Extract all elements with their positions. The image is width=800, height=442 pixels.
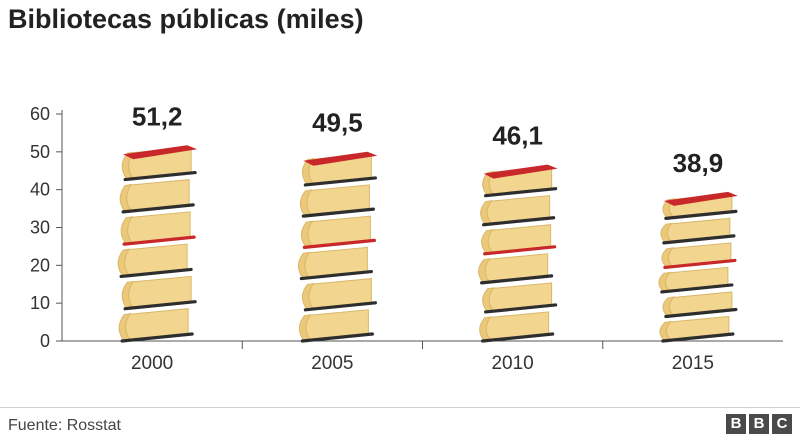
- y-tick-label: 10: [30, 293, 50, 313]
- data-label-2010: 46,1: [492, 121, 543, 151]
- bbc-logo-letter-3: C: [772, 414, 792, 434]
- x-tick-label-2005: 2005: [311, 353, 353, 374]
- book-cover: [303, 176, 377, 187]
- book-cover: [301, 207, 375, 218]
- book-cover: [299, 269, 373, 281]
- book-top-cover: [663, 191, 738, 206]
- book-cover: [480, 274, 554, 285]
- y-tick-label: 50: [30, 142, 50, 162]
- book-cover: [300, 332, 374, 343]
- book-top-cover: [303, 151, 378, 166]
- bar-2005: [297, 151, 378, 343]
- book-top-cover: [123, 145, 198, 160]
- book-cover: [484, 187, 558, 198]
- bbc-logo: B B C: [726, 414, 792, 434]
- book-cover: [122, 235, 196, 246]
- bbc-logo-letter-1: B: [726, 414, 746, 434]
- x-tick-label-2000: 2000: [131, 353, 173, 374]
- book-cover: [302, 238, 376, 249]
- book-top-cover: [483, 164, 558, 179]
- book-cover: [663, 258, 737, 270]
- data-label-2015: 38,9: [673, 148, 724, 178]
- y-tick-label: 40: [30, 180, 50, 200]
- book-cover: [664, 307, 738, 319]
- book-cover: [661, 332, 735, 343]
- book-cover: [120, 332, 194, 343]
- book-cover: [484, 303, 558, 314]
- book-cover: [482, 216, 556, 227]
- book-cover: [303, 301, 377, 312]
- bar-2015: [658, 191, 738, 343]
- footer-divider: [0, 407, 800, 408]
- book-cover: [119, 267, 193, 279]
- book-cover: [121, 203, 195, 214]
- bar-chart: 0 10 20 30 40 50 60 51,2 2000 49,5 2005 46,1 2010 38,…: [30, 101, 783, 374]
- y-tick-label: 20: [30, 255, 50, 275]
- y-tick-label: 60: [30, 104, 50, 124]
- book-cover: [123, 300, 197, 311]
- chart-title: Bibliotecas públicas (miles): [8, 4, 364, 34]
- data-label-2000: 51,2: [132, 101, 183, 131]
- bar-2000: [117, 145, 198, 343]
- x-tick-label-2010: 2010: [491, 353, 533, 374]
- bar-2010: [478, 164, 558, 343]
- book-cover: [664, 209, 738, 220]
- book-cover: [660, 283, 734, 294]
- source-note: Fuente: Rosstat: [8, 417, 121, 434]
- y-tick-label: 0: [40, 331, 50, 351]
- y-tick-label: 30: [30, 218, 50, 238]
- bbc-logo-letter-2: B: [749, 414, 769, 434]
- book-cover: [662, 234, 736, 245]
- book-cover: [123, 170, 197, 182]
- book-cover: [483, 245, 557, 256]
- data-label-2005: 49,5: [312, 108, 363, 138]
- x-tick-label-2015: 2015: [672, 353, 714, 374]
- book-cover: [481, 332, 555, 343]
